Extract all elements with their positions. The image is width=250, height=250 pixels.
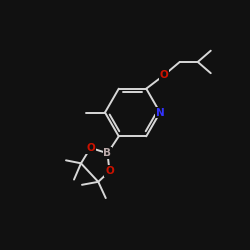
- Text: O: O: [105, 166, 114, 176]
- Text: O: O: [86, 143, 95, 153]
- Text: O: O: [160, 70, 168, 80]
- Text: B: B: [104, 148, 112, 158]
- Text: N: N: [156, 108, 164, 118]
